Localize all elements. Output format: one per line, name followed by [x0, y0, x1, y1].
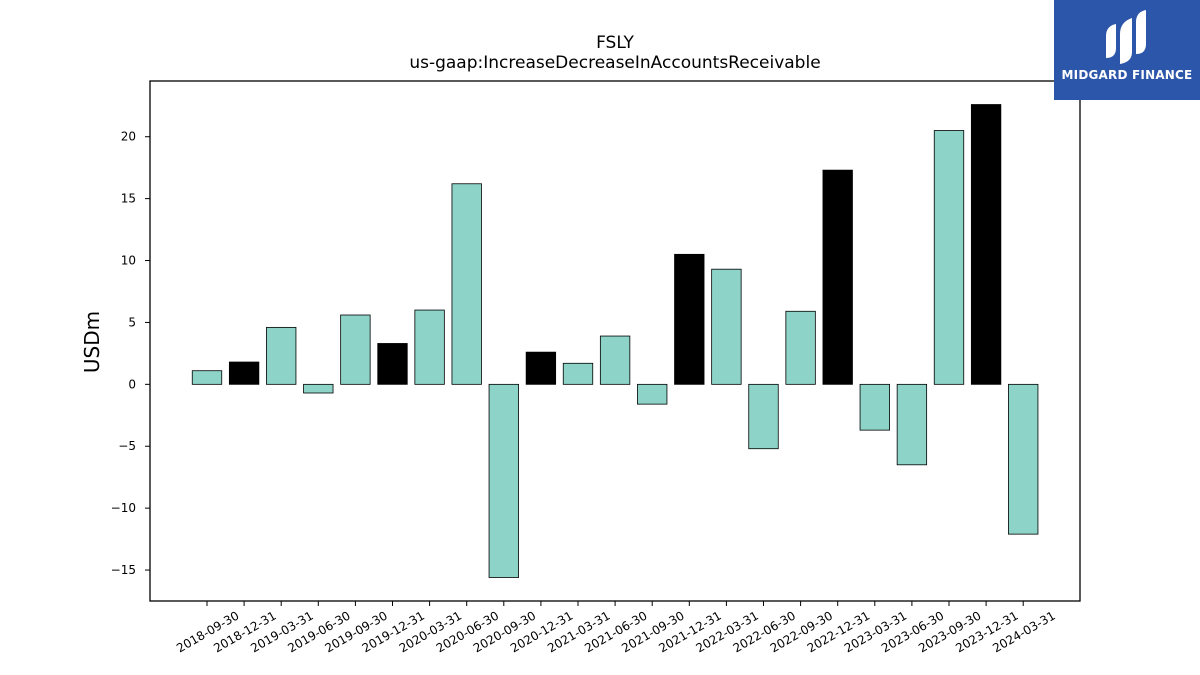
midgard-finance-logo: MIDGARD FINANCE [1054, 0, 1200, 100]
chart-subtitle: us-gaap:IncreaseDecreaseInAccountsReceiv… [409, 53, 820, 73]
x-axis-ticks: 2018-09-302018-12-312019-03-312019-06-30… [174, 601, 1058, 655]
bar-2018-09-30 [191, 370, 223, 385]
midgard-logo-icon [1106, 10, 1146, 64]
y-tick-label: −10 [111, 501, 136, 515]
y-tick-label: 0 [128, 377, 136, 391]
y-tick-label: 5 [128, 315, 136, 329]
bar-2023-12-31 [970, 104, 1002, 385]
bar-2020-03-31 [414, 309, 445, 385]
bar-2021-09-30 [637, 383, 668, 405]
bar-2020-06-30 [451, 183, 482, 385]
y-tick-label: −15 [111, 563, 136, 577]
bar-2020-12-31 [525, 351, 557, 385]
bar-2020-09-30 [488, 383, 519, 578]
y-tick-label: 10 [121, 254, 136, 268]
y-tick-label: 15 [121, 192, 136, 206]
y-tick-label: −5 [118, 439, 136, 453]
plot-frame [149, 80, 1081, 602]
bar-2019-03-31 [266, 326, 297, 385]
logo-text: MIDGARD FINANCE [1061, 68, 1193, 82]
bar-2023-09-30 [933, 130, 965, 385]
chart-title: FSLY [596, 33, 634, 53]
bars-group [191, 104, 1039, 578]
bar-2019-09-30 [340, 314, 371, 385]
bar-2022-09-30 [785, 310, 816, 385]
bar-2019-06-30 [303, 383, 334, 394]
bar-2019-12-31 [377, 343, 408, 385]
bar-2022-03-31 [711, 268, 742, 385]
bar-2021-06-30 [599, 335, 631, 385]
bar-2022-06-30 [748, 383, 779, 450]
bar-2021-03-31 [562, 362, 594, 385]
bar-2018-12-31 [228, 361, 260, 385]
bar-2022-12-31 [822, 169, 853, 385]
bar-2023-06-30 [896, 383, 928, 466]
y-axis-ticks: −15 −10 −5 0 5 10 15 20 [111, 130, 150, 577]
y-tick-label: 20 [121, 130, 136, 144]
bar-2024-03-31 [1008, 383, 1039, 535]
bar-2023-03-31 [859, 383, 890, 431]
y-axis-label: USDm [80, 311, 104, 373]
bar-2021-12-31 [674, 253, 705, 385]
